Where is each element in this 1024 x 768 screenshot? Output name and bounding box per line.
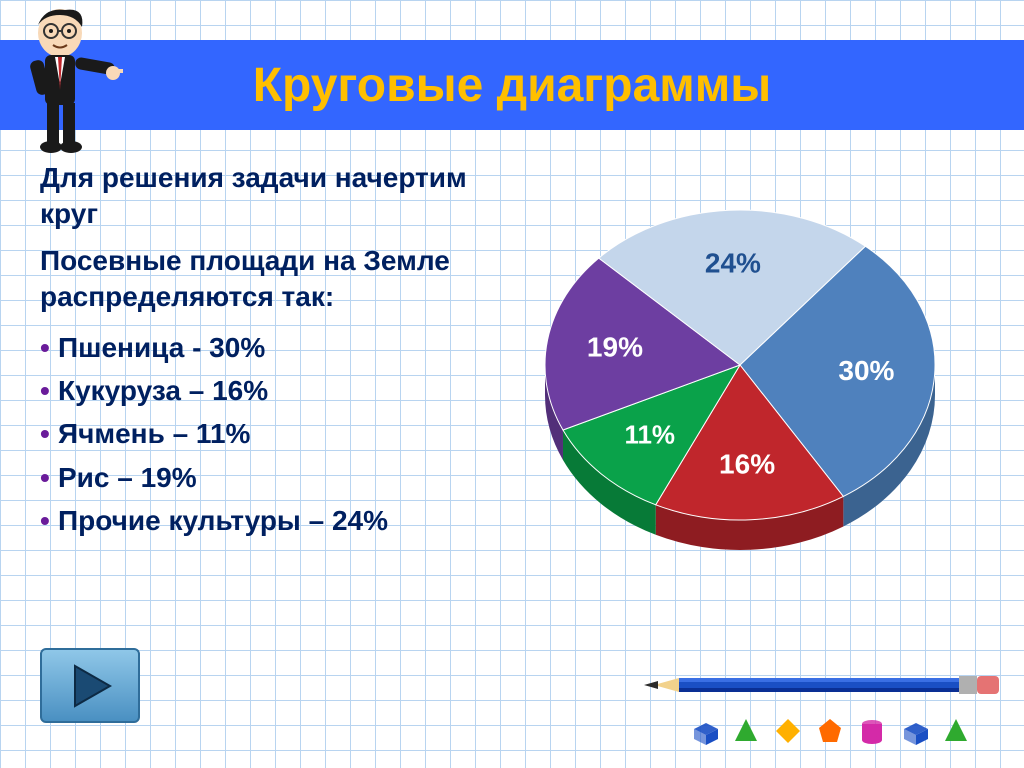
svg-text:19%: 19% <box>587 332 643 363</box>
list-item: Прочие культуры – 24% <box>40 499 480 542</box>
play-icon <box>65 661 115 711</box>
list-item: Кукуруза – 16% <box>40 369 480 412</box>
list-item: Пшеница - 30% <box>40 326 480 369</box>
content-panel: Для решения задачи начертим круг Посевны… <box>40 160 480 543</box>
svg-text:24%: 24% <box>705 247 761 278</box>
crop-list: Пшеница - 30% Кукуруза – 16% Ячмень – 11… <box>40 326 480 543</box>
pencil-decoration <box>624 668 1004 708</box>
intro-text-1: Для решения задачи начертим круг <box>40 160 480 233</box>
pie-chart: 30% 16% 11% 19% 24% <box>520 180 980 605</box>
svg-text:16%: 16% <box>719 449 775 480</box>
list-item: Рис – 19% <box>40 456 480 499</box>
intro-text-2: Посевные площади на Земле распределяются… <box>40 243 480 316</box>
svg-text:30%: 30% <box>838 355 894 386</box>
footer-shapes <box>694 714 994 748</box>
next-button[interactable] <box>40 648 140 723</box>
page-title: Круговые диаграммы <box>253 58 772 113</box>
list-item: Ячмень – 11% <box>40 412 480 455</box>
teacher-character <box>5 5 125 160</box>
title-bar: Круговые диаграммы <box>0 40 1024 130</box>
svg-text:11%: 11% <box>624 420 675 450</box>
